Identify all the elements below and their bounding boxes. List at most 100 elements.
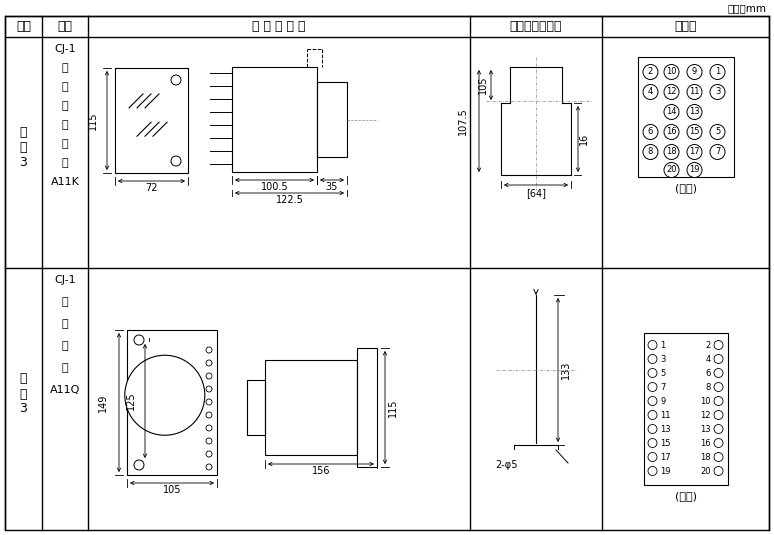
Text: 4: 4 (705, 355, 711, 363)
Text: 接: 接 (62, 139, 68, 149)
Circle shape (206, 373, 212, 379)
Text: 入: 入 (62, 82, 68, 92)
Text: 17: 17 (689, 148, 700, 157)
Text: 2: 2 (648, 67, 653, 77)
Circle shape (714, 369, 723, 378)
Bar (127, 330, 217, 475)
Circle shape (643, 144, 658, 159)
Text: 16: 16 (579, 133, 589, 145)
Circle shape (687, 125, 702, 140)
Circle shape (648, 410, 657, 419)
Circle shape (648, 424, 657, 433)
Text: 线: 线 (62, 363, 68, 373)
Text: 图: 图 (20, 141, 27, 154)
Bar (643, 333, 728, 485)
Text: 单位：mm: 单位：mm (727, 3, 766, 13)
Bar (638, 57, 734, 177)
Circle shape (206, 438, 212, 444)
Text: 4: 4 (648, 88, 653, 96)
Circle shape (687, 163, 702, 178)
Bar (247, 380, 265, 435)
Circle shape (134, 460, 144, 470)
Text: 18: 18 (666, 148, 676, 157)
Circle shape (648, 369, 657, 378)
Text: 线: 线 (62, 158, 68, 168)
Circle shape (648, 467, 657, 476)
Text: 13: 13 (700, 424, 711, 433)
Text: 149: 149 (98, 393, 108, 412)
Text: 嵌: 嵌 (62, 63, 68, 73)
Circle shape (643, 125, 658, 140)
Text: 8: 8 (705, 383, 711, 392)
Text: 16: 16 (700, 439, 711, 447)
Text: 图: 图 (20, 387, 27, 401)
Circle shape (206, 347, 212, 353)
Text: 2-φ5: 2-φ5 (495, 460, 517, 470)
Text: 17: 17 (660, 453, 671, 462)
Text: 3: 3 (19, 402, 27, 416)
Bar (317, 82, 347, 157)
Text: A11Q: A11Q (50, 385, 80, 395)
Text: 5: 5 (660, 369, 666, 378)
Circle shape (171, 75, 181, 85)
Text: 12: 12 (666, 88, 676, 96)
Text: 附: 附 (20, 372, 27, 386)
Text: (前视): (前视) (674, 491, 697, 501)
Text: 7: 7 (660, 383, 666, 392)
Circle shape (714, 410, 723, 419)
Text: 105: 105 (163, 485, 181, 495)
Circle shape (710, 85, 725, 100)
Bar (357, 348, 377, 467)
Text: 图号: 图号 (16, 20, 31, 33)
Text: 9: 9 (660, 396, 666, 406)
Text: 19: 19 (690, 165, 700, 174)
Text: 19: 19 (660, 467, 671, 476)
Text: 107.5: 107.5 (458, 107, 468, 135)
Text: 16: 16 (666, 127, 676, 136)
Text: 7: 7 (715, 148, 720, 157)
Text: 15: 15 (690, 127, 700, 136)
Text: 10: 10 (700, 396, 711, 406)
Text: 6: 6 (705, 369, 711, 378)
Circle shape (664, 104, 679, 119)
Circle shape (664, 65, 679, 80)
Circle shape (714, 383, 723, 392)
Circle shape (710, 125, 725, 140)
Text: 式: 式 (62, 101, 68, 111)
Text: 115: 115 (88, 111, 98, 130)
Text: 8: 8 (648, 148, 653, 157)
Text: 105: 105 (478, 76, 488, 94)
Text: 1: 1 (715, 67, 720, 77)
Text: CJ-1: CJ-1 (54, 275, 76, 285)
Text: 125: 125 (126, 392, 136, 410)
Text: 20: 20 (700, 467, 711, 476)
Text: 18: 18 (700, 453, 711, 462)
Text: 100.5: 100.5 (261, 182, 288, 192)
Text: 11: 11 (690, 88, 700, 96)
Text: 前: 前 (62, 319, 68, 329)
Text: 6: 6 (648, 127, 653, 136)
Text: 2: 2 (705, 340, 711, 349)
Text: 安装开孔尺寸图: 安装开孔尺寸图 (510, 20, 562, 33)
Circle shape (206, 451, 212, 457)
Circle shape (648, 396, 657, 406)
Circle shape (643, 65, 658, 80)
Circle shape (687, 65, 702, 80)
Text: 14: 14 (666, 108, 676, 117)
Circle shape (648, 453, 657, 462)
Text: 3: 3 (660, 355, 666, 363)
Circle shape (648, 439, 657, 447)
Text: 72: 72 (146, 183, 158, 193)
Text: 外 形 尺 寸 图: 外 形 尺 寸 图 (252, 20, 306, 33)
Circle shape (714, 340, 723, 349)
Circle shape (206, 464, 212, 470)
Circle shape (171, 156, 181, 166)
Text: (背视): (背视) (674, 183, 697, 193)
Circle shape (714, 453, 723, 462)
Circle shape (206, 386, 212, 392)
Circle shape (714, 355, 723, 363)
Text: 端子图: 端子图 (674, 20, 697, 33)
Text: 122.5: 122.5 (276, 195, 303, 205)
Text: 13: 13 (689, 108, 700, 117)
Circle shape (664, 144, 679, 159)
